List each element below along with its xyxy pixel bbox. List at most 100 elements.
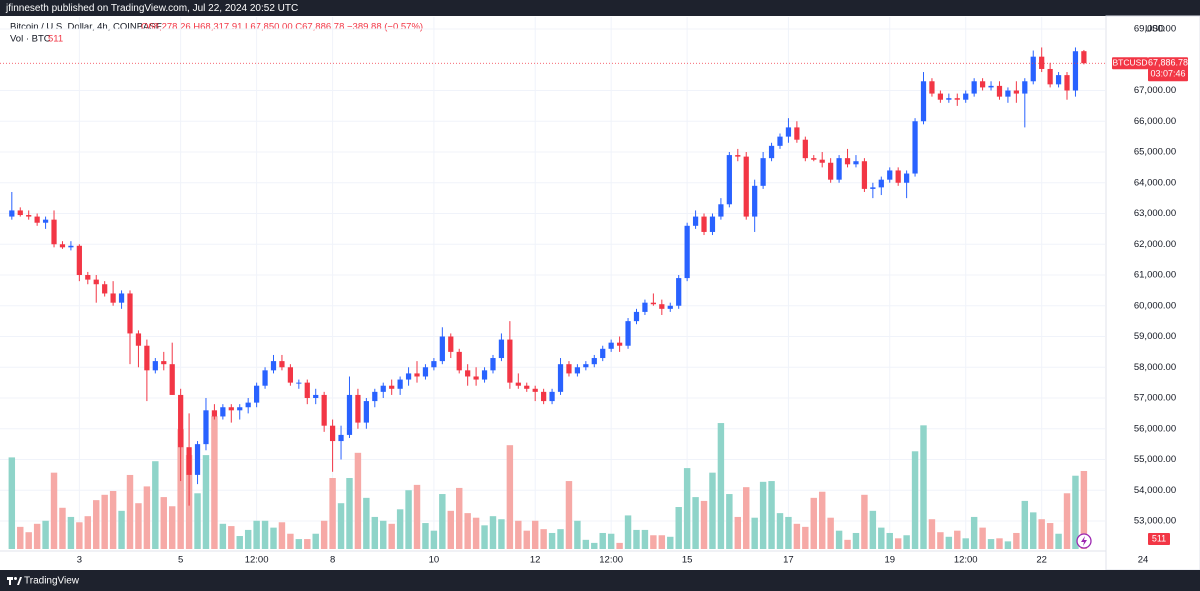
volume-bar xyxy=(692,497,699,549)
volume-bar xyxy=(42,520,49,549)
volume-bar xyxy=(954,530,961,549)
candle-body xyxy=(937,93,944,100)
volume-bar xyxy=(396,509,404,549)
x-tick-label: 12 xyxy=(530,555,541,566)
candle-body xyxy=(296,382,302,384)
volume-bar xyxy=(945,536,953,549)
volume-bar xyxy=(405,490,412,549)
candle-body xyxy=(363,401,369,423)
candle-body xyxy=(203,410,209,445)
volume-bar xyxy=(278,522,286,549)
y-tick-label: 58,000.00 xyxy=(1134,362,1176,373)
volume-bar xyxy=(126,474,134,549)
x-tick-label: 12:00 xyxy=(245,555,269,566)
candle-body xyxy=(760,158,766,186)
candle-body xyxy=(979,81,986,88)
candle-body xyxy=(785,127,792,137)
candle-body xyxy=(397,379,403,389)
candle-body xyxy=(853,161,859,165)
volume-bar xyxy=(160,497,167,549)
candle-body xyxy=(1022,81,1028,94)
candle-body xyxy=(667,305,673,309)
x-tick-label: 8 xyxy=(330,555,335,566)
volume-bar xyxy=(818,491,826,549)
candle-body xyxy=(870,187,876,189)
volume-tag-label: 511 xyxy=(1152,533,1166,543)
volume-bar xyxy=(228,526,235,549)
volume-bar xyxy=(50,472,58,549)
candle-body xyxy=(152,361,158,371)
candle-body xyxy=(532,388,538,392)
volume-bar xyxy=(59,507,66,549)
candle-body xyxy=(549,391,555,402)
volume-bar xyxy=(337,503,345,549)
candle-body xyxy=(68,245,74,248)
volume-bar xyxy=(25,532,32,549)
symbol-tag-label: BTCUSD xyxy=(1113,57,1148,67)
candle-body xyxy=(946,98,952,100)
candle-body xyxy=(304,382,310,399)
candle-body xyxy=(1072,51,1079,91)
candle-body xyxy=(1005,90,1011,97)
volume-bar xyxy=(667,536,674,549)
candle-body xyxy=(329,425,336,442)
footer-brand: TradingView xyxy=(24,576,80,587)
y-tick-label: 57,000.00 xyxy=(1134,393,1176,404)
candle-body xyxy=(718,204,724,217)
candle-body xyxy=(211,410,218,417)
candle-body xyxy=(194,444,201,475)
volume-bar xyxy=(531,520,539,549)
volume-bar xyxy=(599,532,606,549)
y-tick-label: 64,000.00 xyxy=(1134,177,1176,188)
candle-body xyxy=(17,210,23,216)
volume-bar xyxy=(388,523,395,549)
candle-body xyxy=(313,394,319,399)
volume-bar xyxy=(489,516,497,549)
x-tick-label: 19 xyxy=(884,555,895,566)
candle-body xyxy=(169,364,175,395)
volume-bar xyxy=(937,532,944,549)
y-tick-label: 62,000.00 xyxy=(1134,239,1176,250)
volume-bar xyxy=(506,445,514,549)
candle-body xyxy=(414,373,420,377)
candle-body xyxy=(752,185,758,217)
volume-bar xyxy=(244,529,252,549)
volume-bar xyxy=(574,520,581,549)
candle-body xyxy=(473,376,479,380)
candle-body xyxy=(920,81,927,122)
candle-body xyxy=(515,382,521,386)
volume-bar xyxy=(261,520,269,549)
axes: 53,000.00 54,000.00 55,000.00 56,000.00 57,0… xyxy=(0,24,1188,566)
volume-bar xyxy=(852,532,860,549)
volume-bar xyxy=(194,493,201,549)
volume-bar xyxy=(894,538,902,549)
replay-icon[interactable] xyxy=(1076,533,1092,549)
volume-bar xyxy=(607,533,615,549)
candle-body xyxy=(178,394,184,448)
price-tag xyxy=(1148,57,1188,82)
currency-label: USD xyxy=(1145,24,1165,35)
x-tick-label: 10 xyxy=(429,555,440,566)
volume-bar xyxy=(675,507,682,549)
candle-body xyxy=(811,158,817,160)
y-tick-label: 67,000.00 xyxy=(1134,85,1176,96)
volume-bar xyxy=(1038,519,1045,549)
candle-body xyxy=(498,339,505,359)
candle-body xyxy=(541,391,547,402)
volume-bar xyxy=(886,532,893,549)
candle-body xyxy=(828,162,834,180)
volume-bar xyxy=(8,457,16,549)
volume-bar xyxy=(430,530,438,549)
y-tick-label: 65,000.00 xyxy=(1134,147,1176,158)
candle-body xyxy=(346,394,353,435)
candle-body xyxy=(600,348,606,359)
candle-body xyxy=(237,407,243,411)
candle-body xyxy=(355,394,361,423)
candle-body xyxy=(102,284,108,294)
header-bar xyxy=(0,0,1200,16)
volume-bar xyxy=(650,535,657,549)
candle-body xyxy=(245,402,251,408)
candle-body xyxy=(836,158,842,180)
volume-bar xyxy=(911,451,919,549)
volume-bar xyxy=(835,530,843,549)
